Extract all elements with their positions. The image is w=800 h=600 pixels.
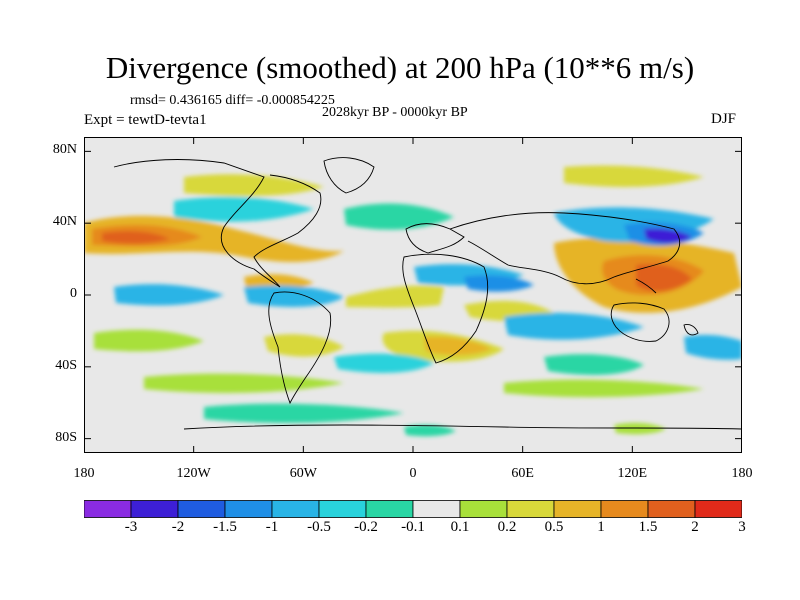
colorbar-label: -3 <box>124 519 138 535</box>
colorbar-box <box>84 500 132 518</box>
colorbar-box <box>600 500 649 518</box>
colorbar-label: -0.2 <box>354 519 378 535</box>
lat-label: 80N <box>52 142 77 158</box>
colorbar-label: 1.5 <box>638 519 658 535</box>
lon-label: 60E <box>511 466 534 481</box>
colorbar-box <box>224 500 273 518</box>
colorbar-label: -0.5 <box>307 519 331 535</box>
lon-label: 120W <box>176 466 211 481</box>
colorbar-box <box>553 500 602 518</box>
divergence-field <box>84 165 742 437</box>
colorbar-box <box>506 500 555 518</box>
season-label: DJF <box>711 111 737 127</box>
colorbar-label: 0.2 <box>497 519 517 535</box>
colorbar-label: 0.1 <box>450 519 470 535</box>
colorbar-label: 2 <box>691 519 699 535</box>
lat-label: 0 <box>70 286 77 301</box>
lon-label: 180 <box>731 466 753 481</box>
colorbar-box <box>459 500 508 518</box>
colorbar-label: 0.5 <box>544 519 564 535</box>
lon-label: 180 <box>73 466 95 481</box>
lon-label: 0 <box>409 466 417 481</box>
lat-label: 40N <box>52 214 77 230</box>
map-panel <box>84 137 742 453</box>
colorbar-box <box>365 500 414 518</box>
period-text: 2028kyr BP - 0000kyr BP <box>322 105 468 120</box>
colorbar-label: -0.1 <box>401 519 425 535</box>
experiment-label: Expt = tewtD-tevta1 <box>84 112 207 128</box>
lat-label: 80S <box>55 429 77 445</box>
colorbar-box <box>412 500 461 518</box>
colorbar <box>84 500 742 518</box>
colorbar-box <box>318 500 367 518</box>
plot-title: Divergence (smoothed) at 200 hPa (10**6 … <box>105 50 695 85</box>
lon-label: 120E <box>617 466 648 481</box>
axis-ticks <box>84 137 742 453</box>
colorbar-label: -1 <box>265 519 279 535</box>
colorbar-box <box>130 500 179 518</box>
coastlines <box>113 157 742 430</box>
colorbar-box <box>271 500 320 518</box>
colorbar-label: 3 <box>738 519 746 535</box>
lon-label: 60W <box>289 466 317 481</box>
colorbar-box <box>694 500 742 518</box>
colorbar-label: -2 <box>171 519 185 535</box>
colorbar-box <box>647 500 696 518</box>
lat-label: 40S <box>55 357 77 373</box>
colorbar-label: -1.5 <box>213 519 237 535</box>
colorbar-label: 1 <box>597 519 605 535</box>
colorbar-box <box>177 500 226 518</box>
stats-text: rmsd= 0.436165 diff= -0.000854225 <box>130 93 335 108</box>
